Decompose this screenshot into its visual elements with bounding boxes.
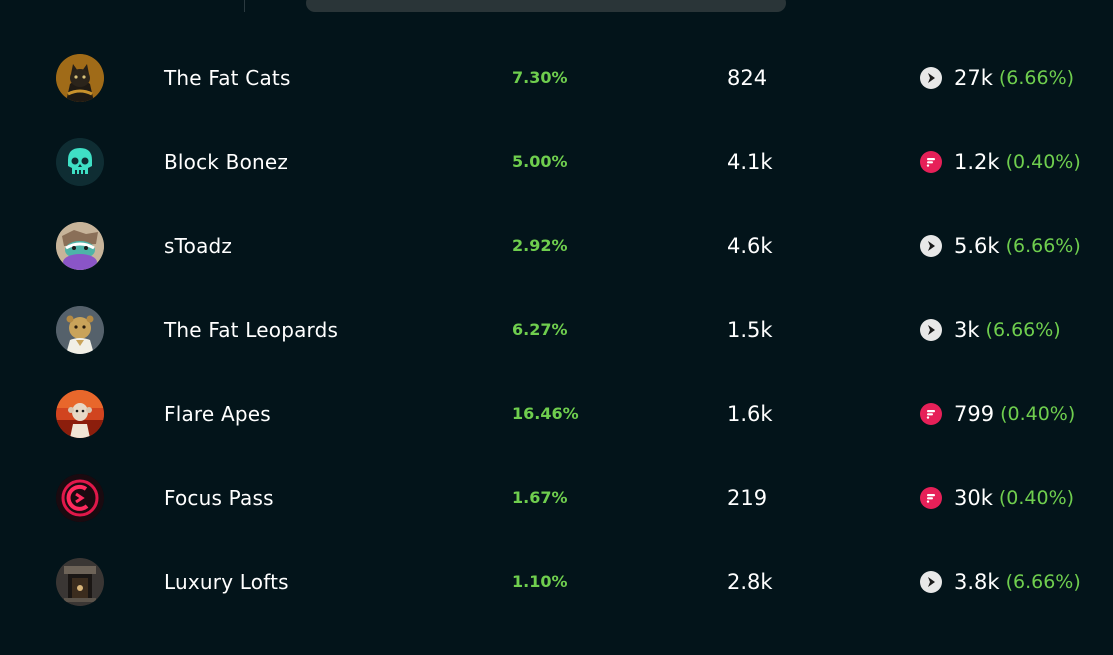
percent-change: 1.10% [512, 572, 568, 591]
search-bar[interactable] [306, 0, 786, 12]
collection-name[interactable]: Flare Apes [164, 402, 271, 426]
table-row[interactable]: The Fat Leopards 6.27% 1.5k 3k (6.66%) [0, 288, 1113, 372]
item-count: 4.6k [727, 234, 773, 258]
table-row[interactable]: Block Bonez 5.00% 4.1k 1.2k (0.40%) [0, 120, 1113, 204]
reward-percent: (6.66%) [1005, 235, 1081, 257]
percent-change: 6.27% [512, 320, 568, 339]
collection-avatar [56, 306, 104, 354]
collection-name[interactable]: The Fat Leopards [164, 318, 339, 342]
table-row[interactable]: Luxury Lofts 1.10% 2.8k 3.8k (6.66%) [0, 540, 1113, 624]
reward-value: 3k [954, 318, 980, 342]
reward-cell: 799 (0.40%) [920, 400, 1075, 428]
percent-change: 2.92% [512, 236, 568, 255]
item-count: 2.8k [727, 570, 773, 594]
percent-change: 1.67% [512, 488, 568, 507]
reward-cell: 5.6k (6.66%) [920, 232, 1081, 260]
percent-change: 16.46% [512, 404, 579, 423]
reward-value: 799 [954, 402, 995, 426]
reward-percent: (0.40%) [1005, 151, 1081, 173]
reward-percent: (0.40%) [998, 487, 1075, 509]
songbird-icon [920, 319, 942, 341]
collection-name[interactable]: sToadz [164, 234, 233, 258]
reward-value: 3.8k [954, 570, 1000, 594]
reward-percent: (6.66%) [1005, 571, 1081, 593]
collection-avatar [56, 474, 104, 522]
reward-cell: 3k (6.66%) [920, 316, 1061, 344]
songbird-icon [920, 571, 942, 593]
collections-table: The Fat Cats 7.30% 824 27k (6.66%) [0, 36, 1113, 624]
item-count: 1.5k [727, 318, 773, 342]
collection-name[interactable]: Focus Pass [164, 486, 274, 510]
reward-cell: 27k (6.66%) [920, 64, 1074, 92]
reward-cell: 3.8k (6.66%) [920, 568, 1081, 596]
top-bar [0, 0, 1113, 14]
collection-name[interactable]: The Fat Cats [164, 66, 291, 90]
percent-change: 5.00% [512, 152, 568, 171]
item-count: 219 [727, 486, 768, 510]
collection-name[interactable]: Luxury Lofts [164, 570, 289, 594]
reward-value: 27k [954, 66, 993, 90]
item-count: 824 [727, 66, 768, 90]
songbird-icon [920, 235, 942, 257]
collection-name[interactable]: Block Bonez [164, 150, 289, 174]
reward-percent: (6.66%) [985, 319, 1061, 341]
reward-percent: (0.40%) [1000, 403, 1076, 425]
item-count: 1.6k [727, 402, 773, 426]
reward-cell: 1.2k (0.40%) [920, 148, 1081, 176]
songbird-icon [920, 67, 942, 89]
collection-avatar [56, 138, 104, 186]
reward-value: 1.2k [954, 150, 1000, 174]
percent-change: 7.30% [512, 68, 568, 87]
flare-icon [920, 487, 942, 509]
table-row[interactable]: The Fat Cats 7.30% 824 27k (6.66%) [0, 36, 1113, 120]
table-row[interactable]: Flare Apes 16.46% 1.6k 799 (0.40%) [0, 372, 1113, 456]
collection-avatar [56, 558, 104, 606]
item-count: 4.1k [727, 150, 773, 174]
collection-avatar [56, 222, 104, 270]
reward-cell: 30k (0.40%) [920, 484, 1074, 512]
table-row[interactable]: Focus Pass 1.67% 219 30k (0.40%) [0, 456, 1113, 540]
flare-icon [920, 403, 942, 425]
reward-percent: (6.66%) [998, 67, 1075, 89]
flare-icon [920, 151, 942, 173]
table-row[interactable]: sToadz 2.92% 4.6k 5.6k (6.66%) [0, 204, 1113, 288]
collection-avatar [56, 54, 104, 102]
reward-value: 30k [954, 486, 993, 510]
divider [244, 0, 245, 12]
collection-avatar [56, 390, 104, 438]
reward-value: 5.6k [954, 234, 1000, 258]
